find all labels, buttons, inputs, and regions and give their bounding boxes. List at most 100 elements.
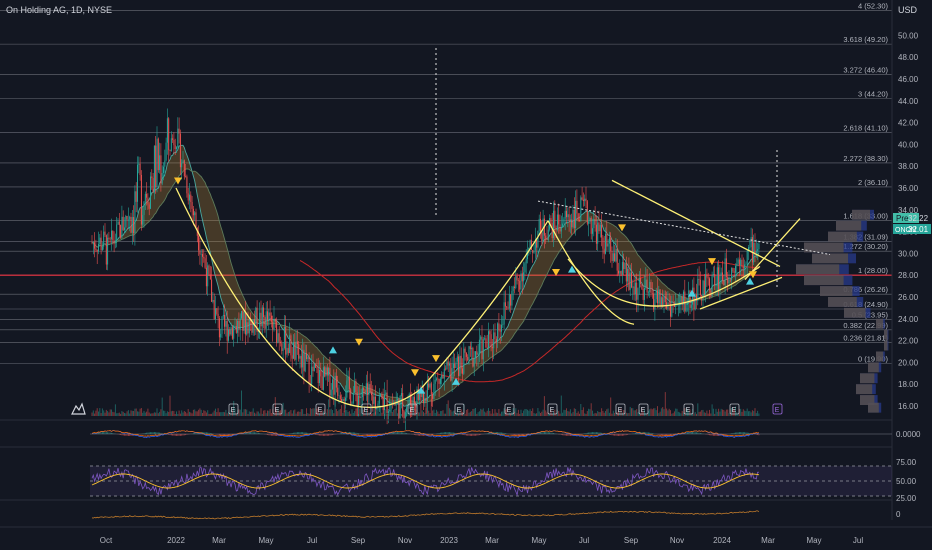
candle-body xyxy=(293,342,294,359)
candle-body xyxy=(179,133,181,168)
volume-bar xyxy=(351,409,353,416)
volume-bar xyxy=(243,409,245,416)
candle-body xyxy=(594,219,596,225)
candle-body xyxy=(122,216,124,231)
volume-bar xyxy=(156,408,158,416)
macd-histogram-bar xyxy=(103,432,105,434)
candle-body xyxy=(486,347,488,348)
candle-body xyxy=(564,210,566,219)
candle-body xyxy=(610,237,612,251)
volume-bar xyxy=(543,396,545,416)
volume-bar xyxy=(247,413,249,416)
volume-bar xyxy=(287,412,289,416)
candle-body xyxy=(724,258,726,285)
volume-bar xyxy=(159,411,161,416)
macd-histogram-bar xyxy=(180,434,181,436)
volume-bar xyxy=(529,409,531,416)
volume-bar xyxy=(751,410,753,416)
volume-bar xyxy=(317,406,319,416)
macd-histogram-bar xyxy=(341,432,342,434)
volume-bar xyxy=(597,410,599,416)
candle-body xyxy=(573,209,575,229)
svg-text:32.01: 32.01 xyxy=(908,225,929,234)
candle-body xyxy=(697,278,699,301)
volume-bar xyxy=(274,397,276,416)
volume-bar xyxy=(606,409,608,416)
macd-histogram-bar xyxy=(732,433,734,434)
vp-bar-down xyxy=(828,297,857,307)
macd-histogram-bar xyxy=(256,432,258,434)
candle-body xyxy=(755,250,757,255)
candle-body xyxy=(478,339,480,353)
volume-bar xyxy=(208,413,210,416)
macd-histogram-bar xyxy=(475,434,476,436)
macd-histogram-bar xyxy=(672,434,674,436)
volume-bar xyxy=(706,410,708,416)
candle-body xyxy=(114,241,116,243)
macd-histogram-bar xyxy=(746,432,748,434)
macd-histogram-bar xyxy=(254,432,255,434)
volume-bar xyxy=(259,413,261,416)
candle-body xyxy=(342,399,344,401)
macd-histogram-bar xyxy=(169,434,171,436)
volume-bar xyxy=(252,408,254,416)
macd-histogram-bar xyxy=(593,432,595,434)
candle-body xyxy=(415,403,417,408)
volume-bar xyxy=(581,410,583,416)
volume-bar xyxy=(676,408,678,416)
candle-body xyxy=(598,222,600,232)
volume-bar xyxy=(424,413,426,416)
volume-bar xyxy=(204,410,206,416)
candle-body xyxy=(280,341,281,344)
volume-bar xyxy=(256,411,258,416)
volume-bar xyxy=(662,407,664,416)
volume-bar xyxy=(718,408,720,416)
candle-body xyxy=(356,391,358,406)
macd-histogram-bar xyxy=(284,434,285,435)
macd-histogram-bar xyxy=(736,432,738,434)
candle-body xyxy=(627,268,629,282)
candle-body xyxy=(680,296,682,302)
macd-histogram-bar xyxy=(661,434,662,436)
macd-histogram-bar xyxy=(463,434,465,436)
candle-body xyxy=(208,265,210,275)
candle-body xyxy=(259,312,261,330)
handle-curve xyxy=(567,258,761,307)
volume-bar xyxy=(130,410,132,416)
volume-bar xyxy=(238,409,240,416)
volume-bar xyxy=(194,409,196,416)
volume-bar xyxy=(749,410,751,416)
macd-histogram-bar xyxy=(258,432,259,434)
macd-histogram-bar xyxy=(143,433,145,434)
volume-bar xyxy=(512,408,514,416)
volume-bar xyxy=(629,406,631,416)
volume-bar xyxy=(702,409,704,416)
candle-body xyxy=(244,312,246,335)
volume-bar xyxy=(334,397,336,416)
volume-bar xyxy=(503,408,505,416)
trend-drawings[interactable] xyxy=(175,179,831,409)
volume-bar xyxy=(166,411,168,416)
candle-body xyxy=(321,376,323,390)
candle-body xyxy=(116,224,118,242)
macd-histogram-bar xyxy=(290,433,292,434)
volume-bar xyxy=(382,388,384,416)
candle-body xyxy=(386,392,388,413)
volume-bar xyxy=(560,395,562,416)
volume-bar xyxy=(493,413,495,416)
candle-body xyxy=(686,302,688,305)
volume-bar xyxy=(198,409,200,416)
macd-histogram-bar xyxy=(150,432,151,434)
macd-histogram-bar xyxy=(389,433,391,434)
candle-body xyxy=(476,351,478,355)
vp-bar-down xyxy=(828,231,857,242)
sell-signal-icon xyxy=(411,369,419,377)
volume-bar xyxy=(614,412,616,416)
volume-bar xyxy=(646,413,648,416)
price-tick: 38.00 xyxy=(898,162,919,171)
vp-bar-down xyxy=(804,275,844,286)
volume-bar xyxy=(280,410,281,416)
candle-body xyxy=(153,145,155,193)
vp-bar-down xyxy=(876,318,884,329)
